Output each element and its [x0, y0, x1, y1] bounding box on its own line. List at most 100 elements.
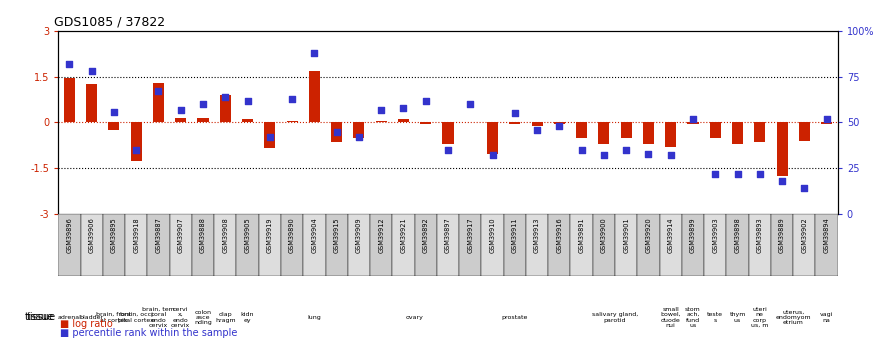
Bar [58, 214, 81, 276]
Bar [325, 214, 348, 276]
Text: cervi
x,
endo
cervix: cervi x, endo cervix [171, 307, 190, 328]
Point [552, 124, 566, 129]
Bar [125, 214, 147, 276]
Bar [169, 214, 192, 276]
Bar [599, 122, 609, 144]
Bar [727, 214, 749, 276]
Text: adrenal: adrenal [57, 315, 82, 320]
Bar [147, 214, 169, 276]
Bar [348, 214, 370, 276]
Text: thym
us: thym us [729, 312, 745, 323]
Text: GSM39916: GSM39916 [556, 217, 563, 253]
Text: GSM39904: GSM39904 [312, 217, 317, 253]
Bar [192, 214, 214, 276]
Text: GSM39910: GSM39910 [489, 217, 495, 253]
Point [797, 186, 812, 191]
Bar [777, 122, 788, 176]
Bar [153, 83, 164, 122]
Point [708, 171, 722, 176]
Text: GSM39900: GSM39900 [601, 217, 607, 253]
Bar [754, 122, 765, 142]
Point [352, 134, 366, 140]
Text: brain, front
al cortex: brain, front al cortex [96, 312, 132, 323]
Text: GSM39888: GSM39888 [200, 217, 206, 253]
Bar [220, 95, 231, 122]
Text: diap
hragm: diap hragm [215, 312, 236, 323]
Bar [637, 214, 659, 276]
Bar [642, 122, 654, 144]
Point [664, 152, 678, 158]
Point [619, 147, 633, 153]
Bar [108, 122, 119, 130]
Point [486, 152, 500, 158]
Bar [799, 122, 810, 141]
Text: GSM39906: GSM39906 [89, 217, 95, 253]
Text: GSM39914: GSM39914 [668, 217, 674, 253]
Bar [481, 214, 504, 276]
Bar [103, 214, 125, 276]
Point [508, 110, 522, 116]
Bar [64, 78, 75, 122]
Point [418, 98, 433, 103]
Bar [303, 214, 325, 276]
Text: GSM39913: GSM39913 [534, 217, 540, 253]
Text: GSM39919: GSM39919 [267, 217, 272, 253]
Bar [420, 122, 431, 124]
Text: GSM39889: GSM39889 [780, 217, 785, 253]
Bar [576, 122, 587, 138]
Text: small
bowel,
duode
nui: small bowel, duode nui [660, 307, 681, 328]
Point [753, 171, 767, 176]
Bar [665, 122, 676, 147]
Text: ovary: ovary [406, 315, 424, 320]
Text: GSM39897: GSM39897 [445, 217, 451, 253]
Bar [281, 214, 303, 276]
Text: GSM39894: GSM39894 [823, 217, 830, 253]
Text: lung: lung [307, 315, 322, 320]
Text: brain, occi
pital cortex: brain, occi pital cortex [118, 312, 154, 323]
Point [84, 69, 99, 74]
Text: GSM39908: GSM39908 [222, 217, 228, 253]
Point [775, 178, 789, 184]
Bar [793, 214, 815, 276]
Bar [459, 214, 481, 276]
Text: tissue: tissue [26, 313, 56, 322]
Text: uterus,
endomyom
etrium: uterus, endomyom etrium [775, 309, 811, 325]
Bar [264, 122, 275, 148]
Bar [398, 119, 409, 122]
Text: teste
s: teste s [707, 312, 723, 323]
Point [463, 101, 478, 107]
Point [396, 105, 410, 111]
Bar [504, 214, 526, 276]
Text: vagi
na: vagi na [820, 312, 833, 323]
Text: GSM39896: GSM39896 [66, 217, 73, 253]
Bar [392, 214, 415, 276]
Text: GSM39915: GSM39915 [333, 217, 340, 253]
Bar [526, 214, 548, 276]
Point [730, 171, 745, 176]
Bar [259, 214, 281, 276]
Text: GSM39917: GSM39917 [468, 217, 473, 253]
Point [62, 61, 76, 67]
Point [196, 101, 211, 107]
Bar [659, 214, 682, 276]
Text: GSM39895: GSM39895 [111, 217, 116, 253]
Bar [732, 122, 743, 144]
Bar [571, 214, 593, 276]
Point [307, 50, 322, 56]
Text: GSM39887: GSM39887 [156, 217, 161, 253]
Text: GSM39901: GSM39901 [624, 217, 629, 253]
Text: ■ percentile rank within the sample: ■ percentile rank within the sample [60, 328, 237, 338]
Bar [287, 121, 297, 122]
Text: GSM39911: GSM39911 [512, 217, 518, 253]
Bar [242, 119, 253, 122]
Text: stom
ach,
fund
us: stom ach, fund us [685, 307, 701, 328]
Bar [615, 214, 637, 276]
Point [374, 107, 388, 112]
Bar [771, 214, 793, 276]
Bar [176, 118, 186, 122]
Bar [375, 121, 387, 122]
Text: GSM39899: GSM39899 [690, 217, 696, 253]
Point [240, 98, 254, 103]
Text: GSM39890: GSM39890 [289, 217, 295, 253]
Text: GSM39909: GSM39909 [356, 217, 362, 253]
